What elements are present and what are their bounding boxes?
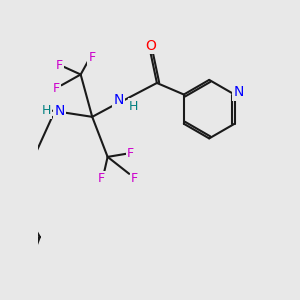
Text: F: F [98, 172, 105, 185]
Text: O: O [145, 39, 156, 53]
Text: F: F [131, 172, 138, 185]
Text: F: F [127, 146, 134, 160]
Text: N: N [55, 104, 65, 118]
Text: F: F [52, 82, 60, 95]
Text: F: F [89, 51, 96, 64]
Text: N: N [113, 93, 124, 107]
Text: H: H [41, 104, 51, 117]
Text: H: H [129, 100, 139, 112]
Text: N: N [233, 85, 244, 99]
Text: F: F [56, 59, 63, 72]
